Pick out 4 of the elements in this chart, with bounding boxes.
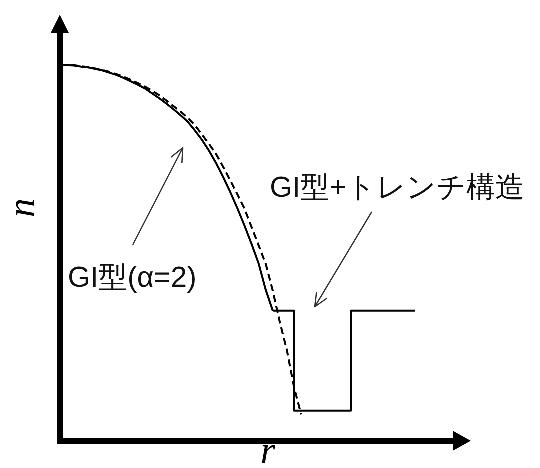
y-axis-title: n <box>1 198 43 218</box>
x-axis-title: r <box>260 430 276 468</box>
annotation: GI型+トレンチ構造 <box>270 172 525 204</box>
annotation: GI型(α=2) <box>68 262 197 294</box>
